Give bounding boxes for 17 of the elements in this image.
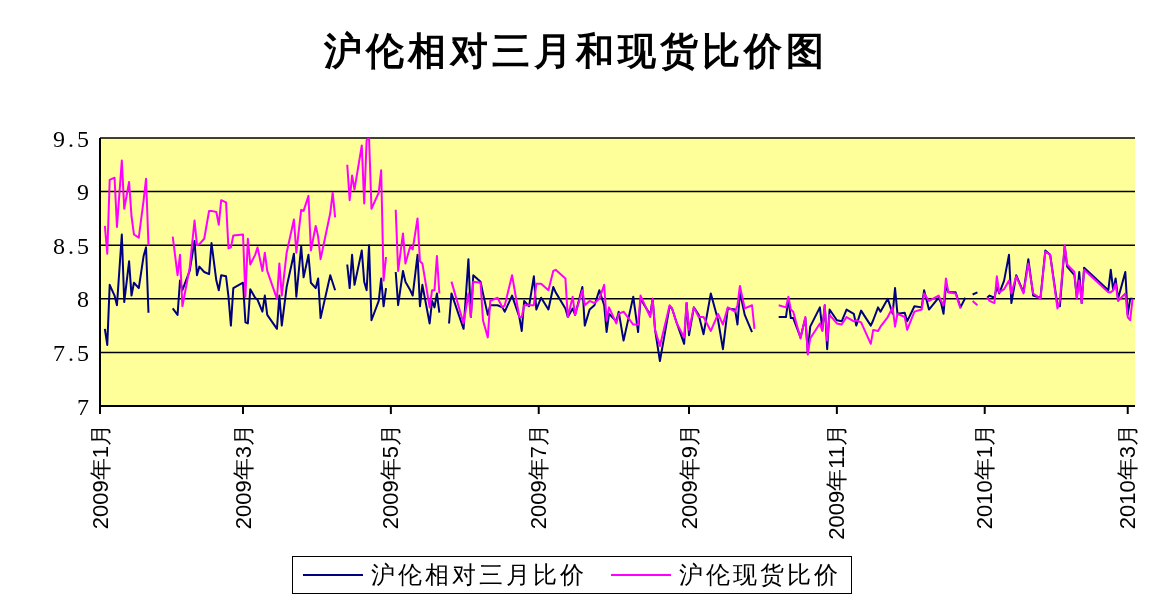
y-tick-label: 7	[77, 393, 92, 420]
x-tick-label: 2009年9月	[676, 424, 702, 530]
chart-title: 沪伦相对三月和现货比价图	[322, 29, 829, 74]
y-tick-label: 7.5	[53, 339, 92, 366]
x-tick-label: 2009年3月	[230, 424, 256, 530]
legend-label: 沪伦相对三月比价	[370, 561, 587, 590]
x-tick-label: 2009年5月	[378, 424, 404, 530]
legend-label: 沪伦现货比价	[678, 561, 841, 590]
y-tick-label: 9.5	[53, 125, 92, 152]
y-tick-label: 8	[77, 286, 92, 313]
y-tick-label: 8.5	[53, 232, 92, 259]
x-tick-label: 2009年1月	[87, 424, 113, 530]
x-tick-label: 2010年1月	[972, 424, 998, 530]
x-tick-label: 2009年11月	[824, 424, 850, 540]
x-tick-label: 2009年7月	[526, 424, 552, 530]
x-tick-label: 2010年3月	[1115, 424, 1141, 530]
y-tick-label: 9	[77, 179, 92, 206]
